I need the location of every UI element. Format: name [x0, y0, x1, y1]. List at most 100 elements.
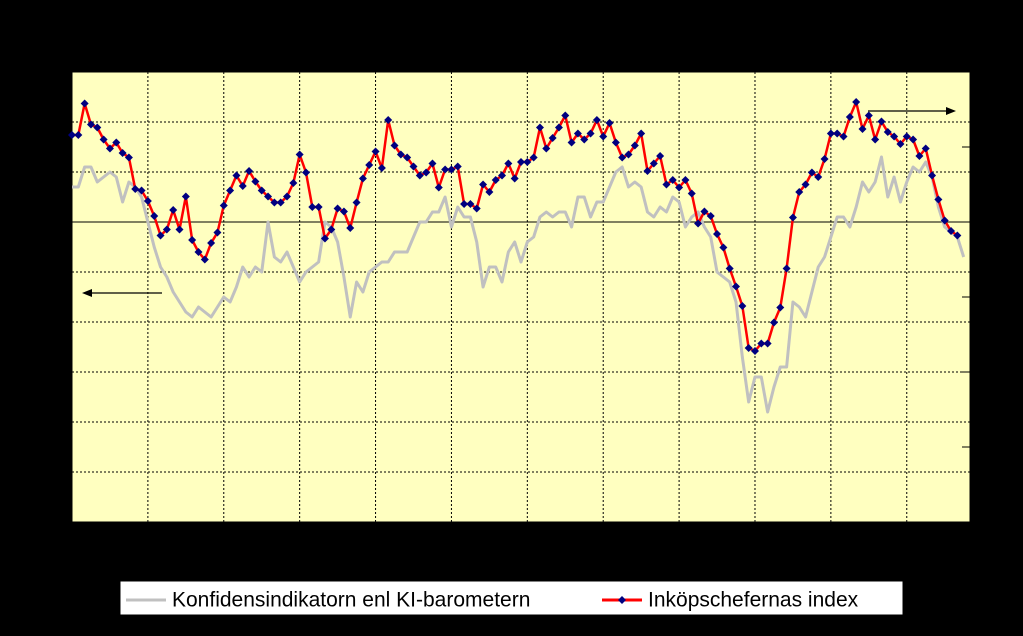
marker [143, 197, 152, 205]
marker [788, 213, 797, 222]
marker [295, 150, 304, 159]
marker [757, 339, 766, 348]
marker [403, 153, 412, 162]
arrow-left [82, 289, 162, 297]
marker [769, 318, 778, 327]
marker [763, 339, 772, 348]
marker [264, 192, 273, 201]
marker [327, 225, 336, 234]
marker [194, 248, 203, 256]
marker [523, 158, 532, 166]
marker [150, 212, 159, 220]
marker [200, 255, 209, 264]
marker [377, 164, 386, 172]
marker [915, 152, 924, 160]
marker [782, 264, 791, 273]
marker [112, 138, 121, 147]
marker [921, 144, 930, 153]
arrow-right [868, 107, 956, 115]
marker [447, 165, 456, 174]
marker [226, 186, 235, 195]
series [68, 98, 966, 414]
marker [953, 231, 962, 240]
marker [548, 134, 557, 142]
marker [118, 149, 127, 157]
marker [877, 117, 886, 126]
marker [909, 135, 918, 144]
marker [858, 125, 867, 133]
marker [283, 192, 292, 201]
marker [839, 132, 848, 141]
marker [700, 207, 709, 216]
marker [339, 207, 348, 216]
marker [371, 147, 380, 156]
marker [251, 177, 260, 186]
marker [662, 180, 671, 189]
marker [656, 152, 665, 160]
marker [207, 239, 216, 247]
marker [289, 179, 298, 187]
marker [485, 188, 494, 196]
marker [415, 171, 424, 180]
marker [131, 185, 140, 193]
marker [890, 132, 899, 141]
marker [934, 195, 943, 204]
marker [687, 189, 696, 198]
marker [466, 200, 475, 208]
marker [776, 303, 785, 312]
series-line [72, 155, 966, 414]
marker [346, 224, 355, 232]
marker [453, 162, 462, 171]
arrow-head [946, 107, 956, 115]
marker [529, 153, 538, 162]
marker [845, 113, 854, 121]
marker [517, 158, 525, 166]
marker [308, 203, 317, 211]
marker [441, 165, 450, 174]
marker [592, 116, 601, 124]
marker [86, 120, 95, 129]
marker [637, 129, 646, 138]
marker [947, 227, 956, 235]
legend-label: Konfidensindikatorn enl KI-barometern [172, 589, 530, 612]
marker [409, 162, 418, 171]
legend-label: Inköpschefernas index [648, 589, 859, 612]
marker [561, 111, 570, 120]
marker [472, 204, 481, 213]
marker [365, 161, 374, 169]
marker [618, 153, 627, 162]
marker [169, 206, 178, 214]
marker [605, 119, 614, 127]
marker [156, 231, 165, 240]
marker [896, 140, 905, 148]
marker [238, 182, 247, 190]
marker [567, 138, 576, 147]
marker [554, 123, 563, 132]
marker [713, 230, 722, 238]
marker [599, 132, 608, 141]
marker [871, 135, 880, 144]
marker [105, 144, 114, 153]
marker [852, 98, 861, 106]
marker [479, 180, 488, 189]
marker [213, 228, 222, 237]
marker [175, 225, 184, 234]
marker [668, 176, 677, 184]
marker [428, 159, 437, 168]
marker [643, 167, 652, 175]
marker [580, 135, 589, 144]
marker [801, 180, 810, 189]
legend-marker [618, 596, 626, 604]
marker [396, 150, 405, 159]
marker [725, 264, 734, 273]
marker [706, 212, 715, 220]
marker [681, 176, 690, 184]
marker [732, 282, 741, 291]
marker [826, 129, 835, 138]
marker [940, 216, 949, 225]
marker [270, 198, 279, 207]
marker [820, 155, 829, 163]
marker [352, 198, 361, 207]
marker [750, 347, 759, 355]
